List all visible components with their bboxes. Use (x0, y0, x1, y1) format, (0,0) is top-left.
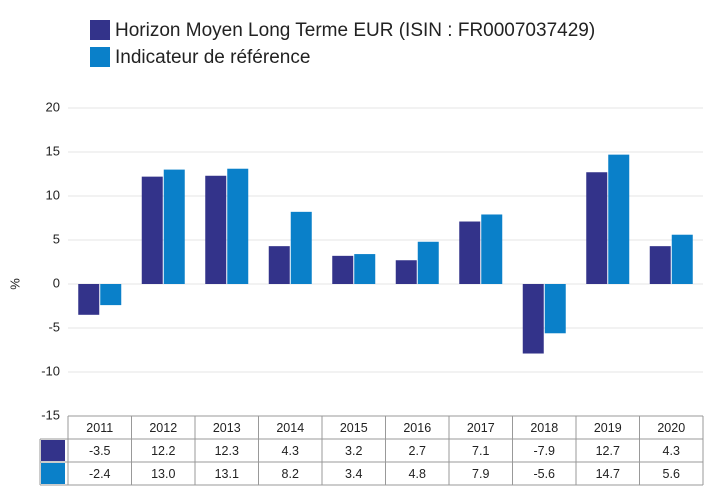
y-axis-label: % (7, 278, 22, 290)
table-value: 4.3 (663, 444, 680, 458)
table-swatch (41, 440, 65, 461)
table-value: -7.9 (533, 444, 555, 458)
y-tick-label: 20 (46, 99, 60, 114)
table-value: 13.1 (215, 467, 239, 481)
bar (205, 175, 227, 284)
legend-label: Indicateur de référence (115, 47, 310, 68)
table-value: 3.4 (345, 467, 362, 481)
table-value: -3.5 (89, 444, 111, 458)
x-tick-label: 2016 (403, 421, 431, 435)
legend-label: Horizon Moyen Long Terme EUR (ISIN : FR0… (115, 20, 595, 41)
y-tick-label: -5 (48, 319, 60, 334)
table-value: 14.7 (596, 467, 620, 481)
bar (586, 172, 608, 284)
y-tick-label: 15 (46, 143, 60, 158)
x-tick-label: 2015 (340, 421, 368, 435)
table-value: 12.3 (215, 444, 239, 458)
bar (608, 154, 630, 284)
bar (417, 241, 439, 284)
x-tick-label: 2017 (467, 421, 495, 435)
x-tick-label: 2012 (149, 421, 177, 435)
bar (78, 284, 100, 315)
table-value: 7.9 (472, 467, 489, 481)
bar (163, 169, 185, 284)
bar (141, 176, 163, 284)
table-value: 4.8 (409, 467, 426, 481)
x-tick-label: 2014 (276, 421, 304, 435)
y-tick-label: 0 (53, 275, 60, 290)
x-tick-label: 2011 (86, 421, 113, 435)
y-tick-label: -10 (41, 363, 60, 378)
bar (544, 284, 566, 334)
table-swatch (41, 463, 65, 484)
x-tick-label: 2018 (530, 421, 558, 435)
table-value: 3.2 (345, 444, 362, 458)
bar (100, 284, 122, 306)
table-value: 2.7 (409, 444, 426, 458)
table-value: -2.4 (89, 467, 111, 481)
table-value: 13.0 (151, 467, 175, 481)
table-value: -5.6 (533, 467, 555, 481)
bar (227, 168, 249, 284)
bar (459, 221, 481, 284)
y-tick-label: 5 (53, 231, 60, 246)
legend-swatch (90, 20, 110, 40)
x-tick-label: 2013 (213, 421, 241, 435)
bar (268, 246, 290, 284)
table-value: 8.2 (282, 467, 299, 481)
bar (522, 284, 544, 354)
bar (354, 254, 376, 284)
legend-swatch (90, 47, 110, 67)
table-value: 7.1 (472, 444, 489, 458)
bar (332, 255, 354, 284)
table-value: 5.6 (663, 467, 680, 481)
bar (290, 211, 312, 284)
bar (481, 214, 503, 284)
bar (649, 246, 671, 284)
table-value: 12.7 (596, 444, 620, 458)
x-tick-label: 2020 (657, 421, 685, 435)
y-tick-label: -15 (41, 407, 60, 422)
table-value: 12.2 (151, 444, 175, 458)
bar (395, 260, 417, 284)
x-tick-label: 2019 (594, 421, 622, 435)
y-tick-label: 10 (46, 187, 60, 202)
table-value: 4.3 (282, 444, 299, 458)
bar (671, 234, 693, 284)
